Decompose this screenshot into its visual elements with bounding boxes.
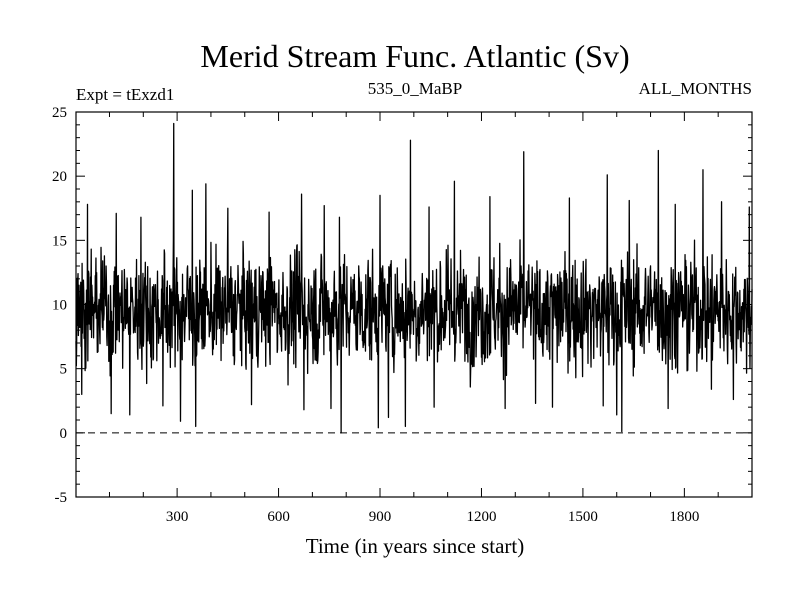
x-tick-label: 1800: [669, 509, 699, 525]
series-line: [75, 122, 753, 434]
x-tick-label: 300: [166, 509, 189, 525]
x-tick-label: 1500: [568, 509, 598, 525]
months-label: ALL_MONTHS: [639, 79, 752, 98]
x-tick-label: 900: [369, 509, 392, 525]
x-axis-label: Time (in years since start): [306, 534, 525, 558]
experiment-label: Expt = tExzd1: [76, 85, 174, 104]
y-tick-label: 5: [60, 362, 68, 378]
y-tick-label: 0: [60, 426, 68, 442]
chart-title: Merid Stream Func. Atlantic (Sv): [200, 38, 629, 74]
x-tick-label: 1200: [466, 509, 496, 525]
y-tick-label: 25: [52, 105, 67, 121]
y-tick-label: 15: [52, 233, 67, 249]
y-tick-label: -5: [55, 490, 68, 506]
x-tick-label: 600: [267, 509, 290, 525]
axis-ticks: 300 600 900 1200 1500 1800 -5 0 5 10 15 20 25: [52, 105, 752, 525]
series-group: [75, 122, 753, 434]
y-tick-label: 10: [52, 298, 67, 314]
period-label: 535_0_MaBP: [368, 79, 462, 98]
y-tick-label: 20: [52, 169, 67, 185]
